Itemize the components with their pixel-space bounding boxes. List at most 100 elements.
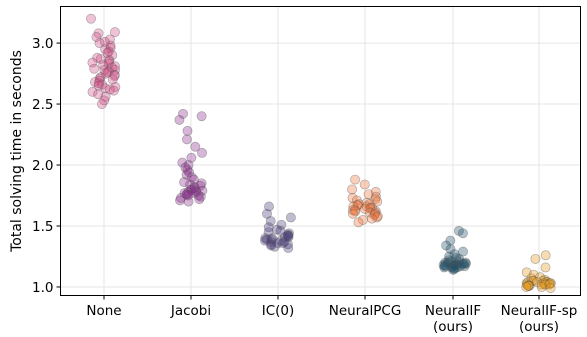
x-axis-ticks: None Jacobi IC(0) NeuralPCG NeuralIF (ours)Ne… <box>86 295 578 335</box>
y-tick-label: 1.5 <box>32 219 53 235</box>
data-point <box>283 232 294 242</box>
data-point <box>545 278 556 289</box>
data-point <box>175 195 185 206</box>
data-point <box>110 82 121 92</box>
data-point <box>272 238 283 249</box>
data-point <box>372 196 383 207</box>
data-point <box>451 258 462 269</box>
data-point <box>279 232 290 242</box>
data-point <box>184 167 194 178</box>
data-point <box>92 52 103 63</box>
data-point <box>103 58 114 69</box>
data-point <box>183 196 194 207</box>
data-point <box>99 64 110 75</box>
data-point <box>284 228 294 239</box>
data-point <box>181 134 192 145</box>
data-point <box>371 191 381 202</box>
data-point <box>93 89 104 100</box>
data-point <box>107 50 118 61</box>
data-point <box>108 85 119 96</box>
data-point <box>349 205 360 216</box>
data-point <box>103 46 114 57</box>
data-point <box>93 80 104 91</box>
x-tick-label-line: NeuralIF <box>425 303 481 319</box>
x-tick-label-line: None <box>86 303 121 319</box>
data-point <box>189 182 200 192</box>
x-tick-label-line: NeuralIF-sp <box>501 303 578 319</box>
data-point <box>530 253 541 264</box>
data-point <box>179 177 190 188</box>
data-point <box>447 261 458 272</box>
data-point <box>109 71 120 81</box>
data-point <box>524 280 535 291</box>
x-tick-label: NeuralPCG <box>329 303 402 319</box>
data-point <box>107 62 117 73</box>
data-point <box>189 183 200 194</box>
data-point <box>545 283 556 294</box>
data-point <box>449 260 460 270</box>
data-point <box>528 269 539 280</box>
x-tick-label: Jacobi <box>170 303 211 319</box>
data-point <box>371 212 382 223</box>
data-point <box>188 188 199 199</box>
data-point <box>197 147 207 158</box>
data-point <box>181 169 192 180</box>
data-point <box>97 99 107 110</box>
data-point <box>439 261 450 272</box>
data-point <box>458 258 469 269</box>
data-point <box>446 256 456 267</box>
data-point <box>357 214 368 225</box>
data-point <box>361 201 372 212</box>
data-point <box>460 258 471 269</box>
data-point <box>443 257 454 268</box>
data-point <box>186 184 197 195</box>
data-point <box>276 219 287 230</box>
data-point <box>182 164 193 175</box>
data-point <box>196 178 207 189</box>
data-point <box>449 263 460 274</box>
data-point <box>370 208 380 219</box>
data-point <box>457 258 468 269</box>
y-tick-label: 1.0 <box>32 280 53 296</box>
data-point <box>440 260 451 270</box>
data-point <box>94 73 105 84</box>
data-point <box>542 277 553 288</box>
data-point <box>544 278 555 289</box>
data-point <box>283 230 293 241</box>
x-tick-label: NeuralIF (ours) <box>425 303 481 335</box>
data-point <box>100 91 111 102</box>
data-point <box>95 72 106 83</box>
data-point <box>182 189 193 200</box>
data-point <box>541 277 552 288</box>
data-point <box>277 238 288 249</box>
data-point <box>540 262 551 273</box>
data-point <box>279 236 290 247</box>
data-point <box>283 242 294 253</box>
data-point <box>94 38 105 49</box>
data-point <box>359 179 370 190</box>
data-point <box>444 251 455 262</box>
data-point <box>536 282 547 292</box>
data-point <box>93 28 104 39</box>
data-point <box>458 246 469 257</box>
data-point <box>366 213 377 224</box>
data-point <box>535 272 546 283</box>
data-point <box>197 185 208 196</box>
data-point <box>285 212 296 223</box>
data-point <box>360 203 370 214</box>
data-point <box>191 186 202 197</box>
data-point <box>186 172 197 183</box>
data-point <box>372 211 383 222</box>
data-point <box>186 152 197 163</box>
data-point <box>262 234 272 245</box>
data-point <box>446 262 457 273</box>
data-point <box>283 230 294 241</box>
data-point <box>186 184 197 195</box>
data-point <box>351 195 362 206</box>
data-point <box>523 280 534 291</box>
data-point <box>544 278 555 289</box>
x-tick-label-line: (ours) <box>519 319 559 335</box>
data-point <box>181 189 192 200</box>
data-point <box>352 200 363 211</box>
